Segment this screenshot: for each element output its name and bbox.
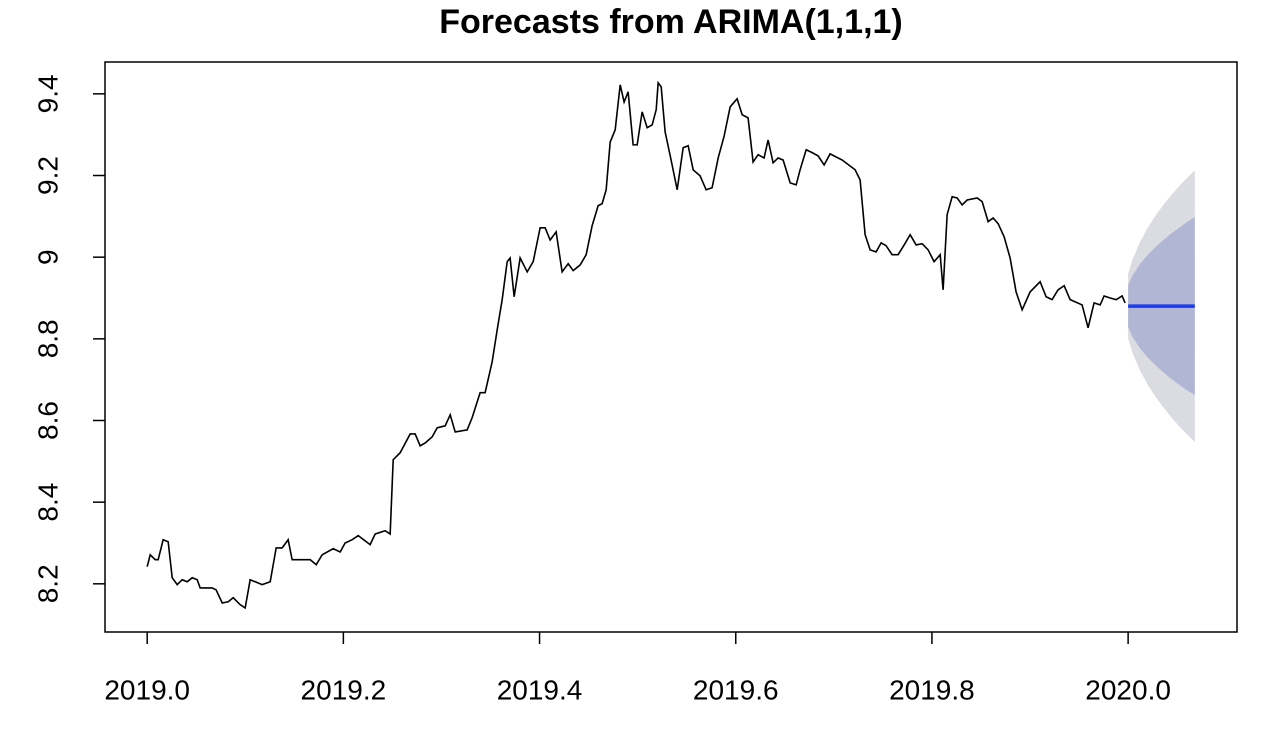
plot-frame — [104, 61, 1238, 633]
x-tick-label: 2019.6 — [693, 674, 779, 705]
x-tick-label: 2019.2 — [301, 674, 387, 705]
y-tick-label: 9 — [32, 249, 63, 265]
y-tick-label: 9.4 — [32, 74, 63, 113]
x-tick-label: 2019.4 — [497, 674, 583, 705]
chart-title: Forecasts from ARIMA(1,1,1) — [439, 3, 903, 41]
y-tick-label: 8.4 — [32, 483, 63, 522]
y-tick-label: 9.2 — [32, 156, 63, 195]
history-line — [146, 80, 1126, 610]
y-tick-label: 8.2 — [32, 564, 63, 603]
y-tick-label: 8.8 — [32, 319, 63, 358]
y-tick-label: 8.6 — [32, 401, 63, 440]
x-tick-label: 2019.8 — [889, 674, 975, 705]
x-tick-label: 2020.0 — [1085, 674, 1171, 705]
x-tick-label: 2019.0 — [104, 674, 190, 705]
